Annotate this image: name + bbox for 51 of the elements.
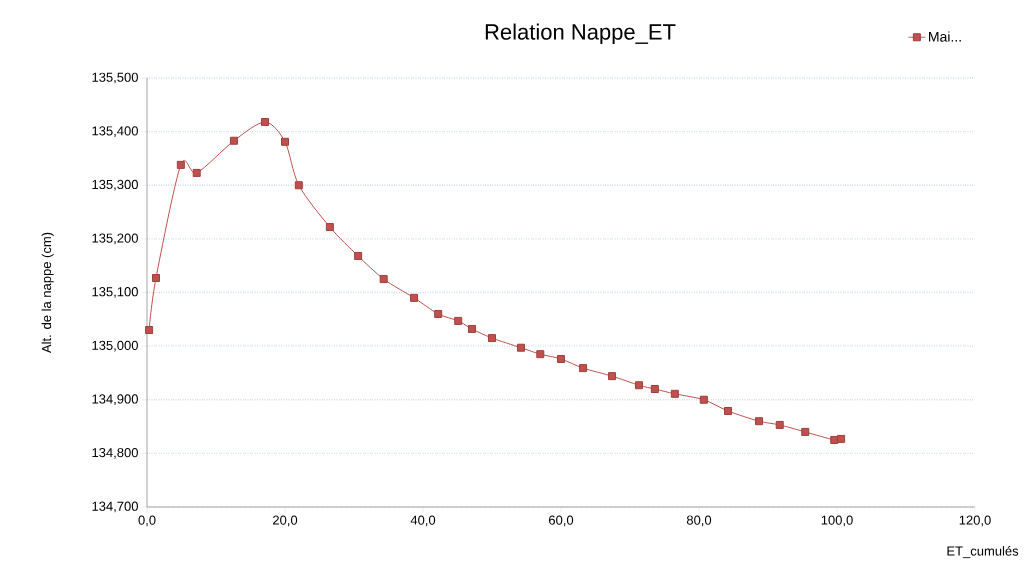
legend-label: Mai...	[929, 31, 961, 42]
y-tick-label: 135,500	[92, 72, 138, 84]
point	[837, 434, 846, 443]
point	[650, 385, 659, 394]
point	[634, 381, 643, 390]
x-tick-label: 120,0	[959, 515, 991, 527]
point	[830, 435, 839, 444]
y-tick-label: 134,900	[92, 394, 138, 406]
point	[670, 389, 679, 398]
point	[325, 223, 334, 232]
point	[579, 364, 588, 373]
x-axis-title: ET_cumulés	[947, 545, 1019, 559]
point	[699, 395, 708, 404]
point	[192, 168, 201, 177]
x-tick-label: 40,0	[410, 515, 436, 527]
x-tick-label: 0,0	[138, 515, 156, 527]
x-tick-label: 20,0	[273, 515, 298, 527]
x-tick-label: 100,0	[821, 515, 853, 527]
y-tick-label: 134,800	[92, 447, 138, 459]
y-tick-label: 135,400	[92, 126, 138, 137]
y-axis-title: Alt. de la nappe (cm)	[41, 232, 54, 354]
point	[557, 354, 565, 363]
point	[775, 420, 784, 429]
x-tick-label: 60,0	[549, 515, 574, 527]
point	[454, 316, 463, 325]
y-tick-label: 135,000	[92, 340, 138, 352]
y-tick-label: 135,200	[92, 233, 138, 245]
x-tick-label: 80,0	[686, 515, 712, 527]
point	[294, 181, 303, 190]
point	[229, 136, 238, 145]
point	[488, 334, 496, 343]
y-tick-label: 135,100	[92, 287, 138, 298]
point	[755, 417, 764, 426]
point	[608, 372, 617, 381]
y-tick-label: 135,300	[92, 179, 138, 191]
chart-title: Relation Nappe_ET	[485, 23, 676, 45]
point	[176, 160, 185, 169]
point	[536, 350, 545, 359]
point	[410, 293, 419, 302]
point	[261, 117, 269, 126]
point	[281, 137, 290, 146]
point	[354, 252, 363, 261]
point	[516, 343, 525, 352]
point	[723, 407, 732, 415]
y-tick-label: 134,700	[92, 501, 138, 513]
point	[801, 427, 810, 436]
point	[379, 275, 388, 284]
point	[467, 324, 476, 333]
point	[151, 274, 160, 283]
point	[434, 309, 443, 318]
point	[145, 326, 154, 335]
